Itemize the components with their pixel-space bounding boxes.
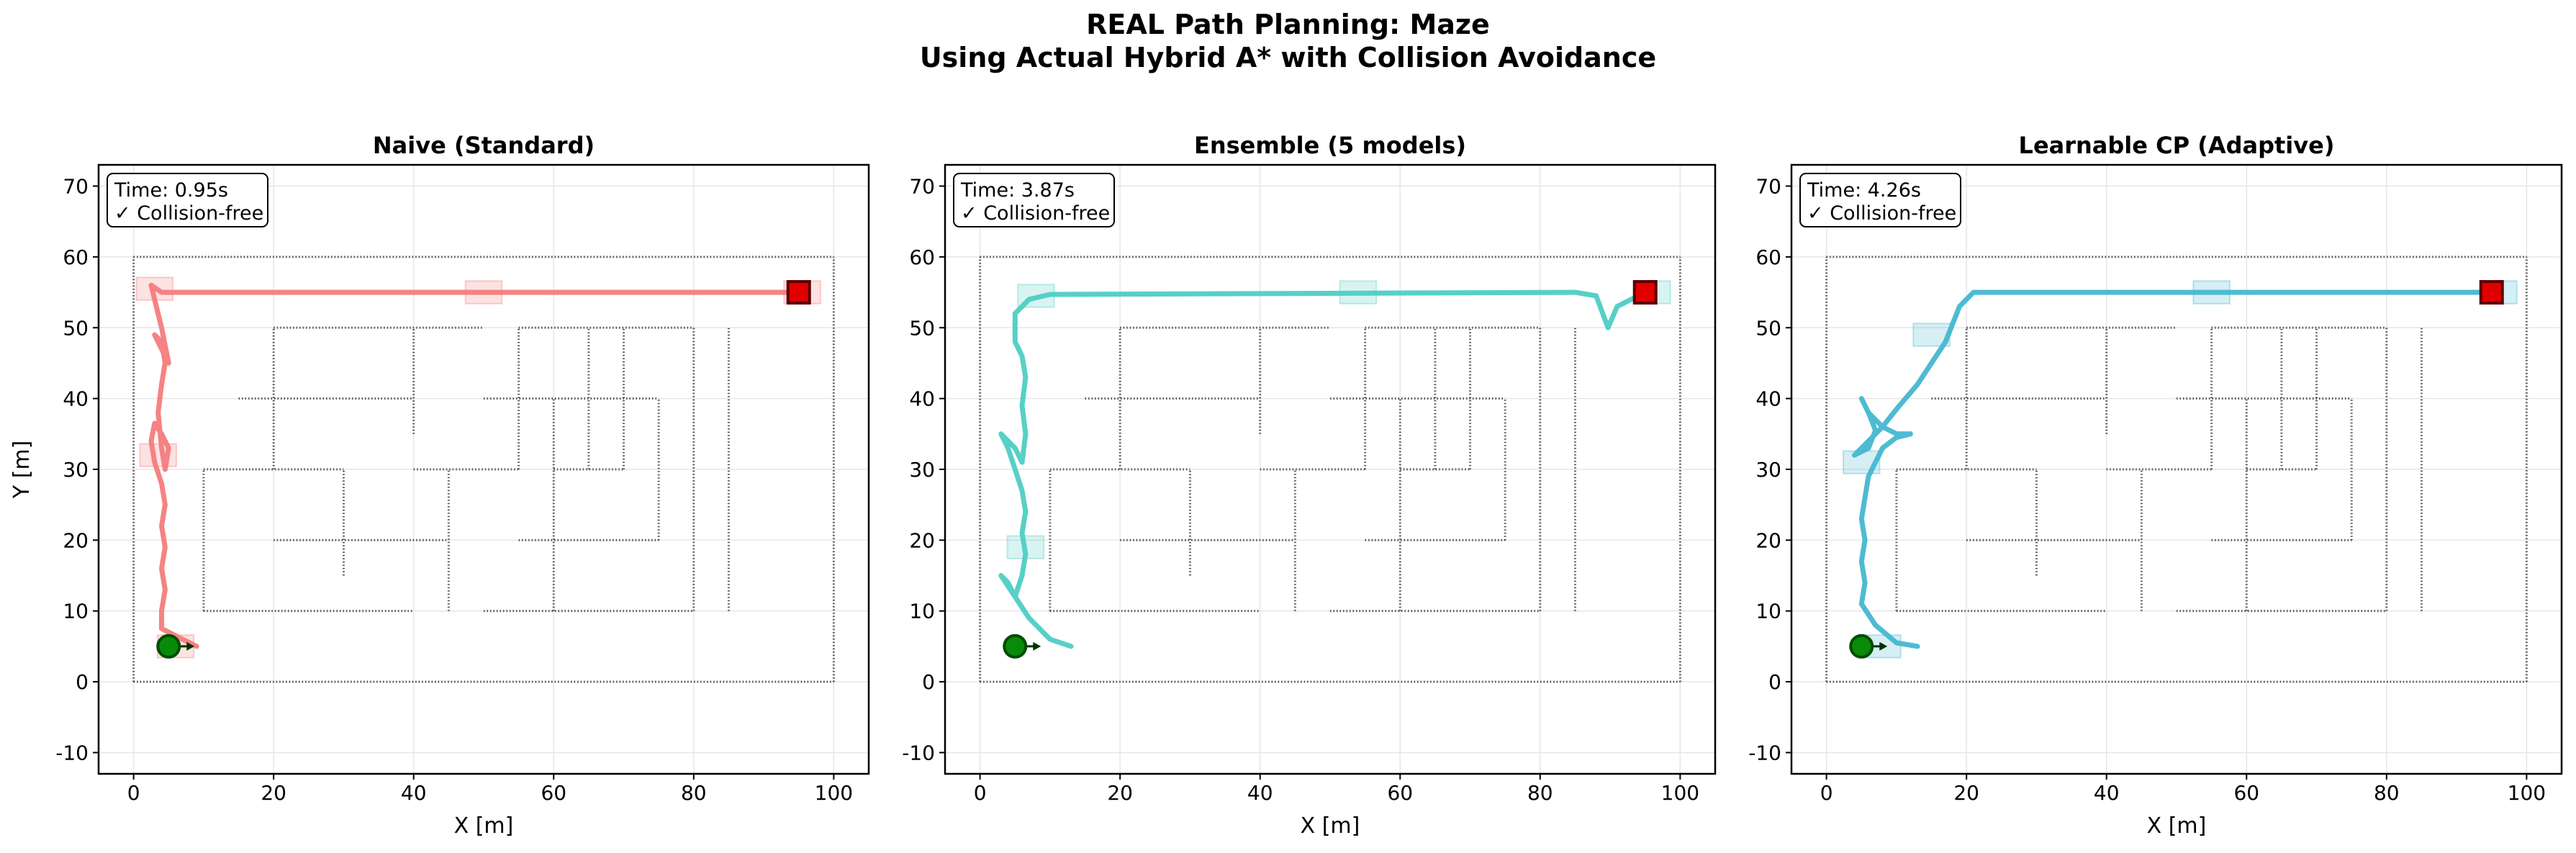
y-tick-label: -10: [55, 741, 89, 764]
y-tick-label: 30: [63, 458, 89, 482]
x-tick-label: 0: [127, 781, 140, 805]
y-tick-label: 50: [63, 316, 89, 340]
y-tick-label: -10: [902, 741, 935, 764]
x-tick-label: 60: [2233, 781, 2259, 805]
info-status: ✓ Collision-free: [961, 202, 1110, 225]
y-tick-label: 0: [922, 670, 935, 694]
info-time: Time: 3.87s: [960, 179, 1075, 202]
y-axis-label: Y [m]: [9, 441, 35, 500]
chart-panel-2: 0 20 40 60 80 100 -10 0 10 20 30 40 50 60 70 Ensemble (…: [902, 132, 1717, 839]
start-heading-arrowhead: [1879, 641, 1888, 651]
x-axis-label: X [m]: [454, 813, 514, 839]
y-tick-label: 40: [1755, 387, 1781, 411]
start-heading-arrowhead: [186, 641, 195, 651]
y-tick-label: 10: [909, 600, 935, 623]
start-marker: [1849, 633, 1874, 659]
info-time: Time: 0.95s: [114, 179, 228, 202]
x-tick-label: 80: [681, 781, 707, 805]
x-tick-label: 100: [815, 781, 853, 805]
y-tick-label: 10: [1755, 600, 1781, 623]
x-tick-label: 60: [541, 781, 566, 805]
y-tick-label: 30: [1755, 458, 1781, 482]
planned-path: [1852, 289, 2495, 649]
info-box: [1799, 173, 1961, 227]
x-tick-label: 100: [2508, 781, 2546, 805]
y-tick-label: 50: [1755, 316, 1781, 340]
y-tick-label: 0: [76, 670, 89, 694]
y-tick-label: 10: [63, 600, 89, 623]
y-tick-label: 60: [63, 245, 89, 269]
x-tick-label: 100: [1661, 781, 1699, 805]
figure-title-line1: REAL Path Planning: Maze: [1086, 9, 1490, 40]
x-tick-label: 80: [1527, 781, 1553, 805]
x-tick-label: 20: [1107, 781, 1133, 805]
goal-marker: [1632, 280, 1658, 305]
goal-marker: [2479, 280, 2504, 305]
y-tick-label: 20: [909, 528, 935, 552]
x-tick-label: 80: [2374, 781, 2400, 805]
info-box: [107, 173, 268, 227]
x-tick-label: 40: [1247, 781, 1273, 805]
start-marker: [156, 633, 181, 659]
x-tick-label: 20: [1953, 781, 1979, 805]
goal-marker: [786, 280, 811, 305]
y-tick-label: 20: [63, 528, 89, 552]
x-tick-label: 20: [261, 781, 286, 805]
start-marker: [1003, 633, 1028, 659]
y-tick-label: 60: [909, 245, 935, 269]
x-tick-label: 0: [974, 781, 987, 805]
info-time: Time: 4.26s: [1807, 179, 1921, 202]
x-tick-label: 40: [2094, 781, 2120, 805]
y-tick-label: 40: [63, 387, 89, 411]
y-tick-label: 70: [909, 175, 935, 199]
y-tick-label: -10: [1748, 741, 1781, 764]
planned-path: [998, 289, 1648, 649]
info-status: ✓ Collision-free: [1807, 202, 1956, 225]
panel-title: Learnable CP (Adaptive): [2019, 132, 2335, 159]
x-axis-label: X [m]: [1301, 813, 1360, 839]
x-tick-label: 40: [401, 781, 427, 805]
chart-panel-1: 0 20 40 60 80 100 -10 0 10 20 30 40 50 60 70 Naive (Sta…: [9, 132, 870, 839]
y-tick-label: 60: [1755, 245, 1781, 269]
y-tick-label: 40: [909, 387, 935, 411]
x-axis-label: X [m]: [2147, 813, 2207, 839]
info-box: [953, 173, 1115, 227]
x-tick-label: 60: [1387, 781, 1413, 805]
x-tick-label: 0: [1820, 781, 1833, 805]
chart-panel-3: 0 20 40 60 80 100 -10 0 10 20 30 40 50 60 70 Learnable …: [1748, 132, 2563, 839]
start-heading-arrowhead: [1033, 641, 1041, 651]
info-status: ✓ Collision-free: [114, 202, 263, 225]
y-tick-label: 20: [1755, 528, 1781, 552]
panel-title: Ensemble (5 models): [1194, 132, 1466, 159]
y-tick-label: 50: [909, 316, 935, 340]
y-tick-label: 70: [63, 175, 89, 199]
y-tick-label: 0: [1768, 670, 1781, 694]
panel-title: Naive (Standard): [373, 132, 595, 159]
y-tick-label: 30: [909, 458, 935, 482]
figure-title-line2: Using Actual Hybrid A* with Collision Av…: [919, 42, 1657, 73]
planned-path: [148, 282, 802, 649]
y-tick-label: 70: [1755, 175, 1781, 199]
